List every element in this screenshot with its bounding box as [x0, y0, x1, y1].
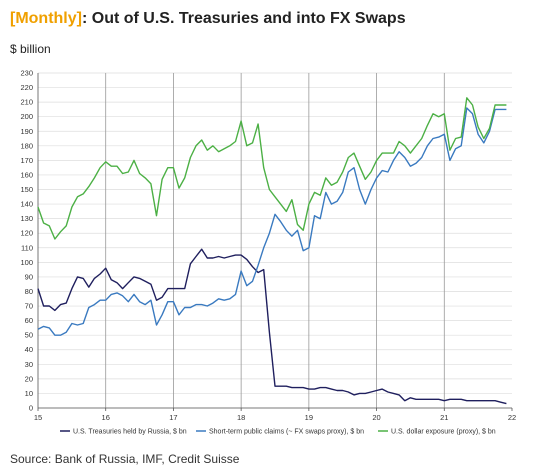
source-note: Source: Bank of Russia, IMF, Credit Suis… — [10, 452, 240, 466]
y-tick-label: 220 — [20, 83, 33, 92]
y-tick-label: 90 — [25, 272, 33, 281]
x-tick-label: 16 — [102, 413, 110, 422]
y-tick-label: 60 — [25, 316, 33, 325]
y-tick-label: 150 — [20, 185, 33, 194]
y-tick-label: 130 — [20, 214, 33, 223]
x-tick-label: 15 — [34, 413, 42, 422]
legend-label: U.S. dollar exposure (proxy), $ bn — [391, 429, 496, 436]
x-tick-label: 22 — [508, 413, 516, 422]
y-tick-label: 140 — [20, 200, 33, 209]
y-tick-label: 100 — [20, 258, 33, 267]
unit-label: $ billion — [10, 42, 51, 56]
y-tick-label: 70 — [25, 302, 33, 311]
y-tick-label: 0 — [29, 404, 33, 413]
series-line-usd-exposure — [37, 97, 507, 240]
series-line-short-term-claims — [37, 107, 507, 336]
legend-label: Short-term public claims (~ FX swaps pro… — [209, 429, 364, 436]
x-tick-label: 20 — [372, 413, 380, 422]
y-tick-label: 50 — [25, 331, 33, 340]
y-tick-label: 30 — [25, 360, 33, 369]
y-tick-label: 210 — [20, 98, 33, 107]
y-tick-label: 170 — [20, 156, 33, 165]
title-tag-text: Monthly — [15, 10, 77, 27]
legend-label: U.S. Treasuries held by Russia, $ bn — [73, 429, 187, 436]
y-tick-label: 110 — [21, 243, 33, 252]
chart-title: [Monthly]: Out of U.S. Treasuries and in… — [10, 10, 406, 28]
y-tick-label: 40 — [25, 345, 33, 354]
y-tick-label: 10 — [25, 389, 33, 398]
y-tick-label: 20 — [25, 374, 33, 383]
y-tick-label: 160 — [20, 170, 33, 179]
y-tick-label: 80 — [25, 287, 33, 296]
x-tick-label: 18 — [237, 413, 245, 422]
y-tick-label: 120 — [20, 229, 33, 238]
y-tick-label: 200 — [20, 112, 33, 121]
x-tick-label: 19 — [305, 413, 313, 422]
y-tick-label: 190 — [20, 127, 33, 136]
title-text: : Out of U.S. Treasuries and into FX Swa… — [81, 10, 406, 27]
title-tag: [Monthly] — [10, 10, 82, 27]
series-line-treasuries — [37, 248, 507, 405]
y-tick-label: 180 — [20, 141, 33, 150]
x-tick-label: 21 — [440, 413, 448, 422]
y-tick-label: 230 — [20, 69, 33, 78]
x-tick-label: 17 — [169, 413, 177, 422]
